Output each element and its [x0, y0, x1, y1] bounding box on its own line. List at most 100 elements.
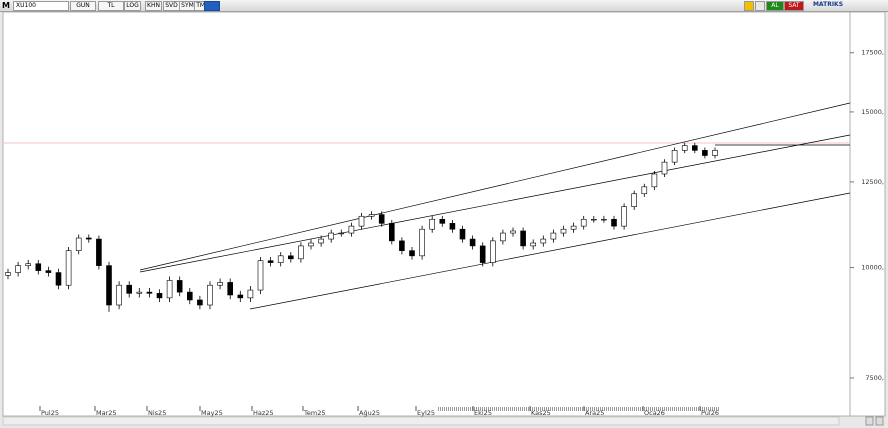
candle-body — [641, 186, 648, 195]
candle-body — [560, 228, 567, 234]
trend-line — [249, 192, 851, 310]
toolbar-button[interactable]: TL — [98, 1, 124, 11]
candle-body — [530, 242, 537, 247]
y-tick-label: 15000, — [861, 108, 884, 116]
candle-body — [459, 228, 466, 240]
candle-body — [146, 291, 153, 294]
candle-body — [429, 218, 436, 230]
candle-body — [328, 232, 335, 240]
candle-body — [691, 145, 698, 151]
candle-body — [106, 265, 112, 306]
candle-body — [298, 245, 304, 260]
trend-line — [139, 134, 851, 273]
candle-body — [510, 230, 516, 234]
candle-body — [358, 215, 365, 227]
candle-body — [378, 214, 385, 224]
x-tick-label: Pul25 — [41, 409, 59, 417]
candle-body — [277, 255, 284, 263]
toolbar-button[interactable]: GUN — [70, 1, 96, 11]
candle-body — [479, 245, 486, 263]
candle-body — [611, 218, 617, 227]
candle-body — [520, 230, 526, 247]
candle-body — [469, 238, 476, 247]
candle-body — [75, 237, 82, 251]
scroll-left[interactable] — [865, 416, 874, 426]
x-tick-label: Mar25 — [96, 409, 117, 417]
trend-line — [139, 102, 851, 271]
candle-body — [671, 150, 678, 163]
app-icon[interactable]: M — [2, 1, 10, 10]
candle-body — [156, 293, 163, 299]
y-tick-label: 12500, — [861, 178, 884, 186]
x-tick-label: Kas25 — [531, 409, 551, 417]
candle-body — [500, 232, 506, 242]
chart: 7500, 10000, 12500, 15000, 17500, Pul25 Mar25 N… — [2, 12, 886, 426]
candle-body — [65, 250, 72, 286]
candle-body — [207, 284, 213, 306]
toolbar-button[interactable]: SVD — [163, 1, 180, 11]
candle-body — [287, 255, 294, 260]
buy-button[interactable]: AL — [766, 1, 784, 11]
candle-body — [237, 294, 244, 299]
symbol-input[interactable]: XU100 — [13, 1, 69, 11]
candle-body — [197, 299, 203, 306]
tool-icon[interactable] — [744, 1, 754, 11]
candle-body — [631, 193, 638, 207]
candle-body — [388, 223, 395, 242]
x-tick-label: Ara25 — [585, 409, 604, 417]
candle-body — [45, 270, 52, 273]
candle-body — [399, 240, 405, 251]
candle-body — [217, 282, 223, 286]
candle-body — [651, 173, 658, 188]
y-tick-label: 7500, — [865, 374, 884, 382]
candle-body — [712, 150, 718, 156]
candle-body — [661, 161, 668, 175]
candle-body — [187, 291, 193, 301]
candle-body — [409, 250, 415, 257]
candle-body — [55, 272, 62, 286]
candle-body — [570, 225, 577, 230]
candle-body — [257, 260, 264, 291]
x-tick-label: Ağu25 — [359, 409, 380, 417]
y-tick-label: 10000, — [861, 264, 884, 272]
brand: MATRIKS — [812, 1, 844, 8]
dropdown[interactable] — [204, 1, 220, 11]
toolbar-button[interactable]: LOG — [124, 1, 141, 11]
x-tick-label: May25 — [201, 409, 223, 417]
x-tick-label: Pul26 — [701, 409, 719, 417]
candle-body — [540, 238, 547, 244]
toolbar: M XU100 GUN TL LOG KHN SVD SYM TMP AL SAT MATR… — [0, 0, 888, 12]
candle-body — [227, 282, 233, 296]
day-ticks — [437, 407, 720, 411]
x-tick-label: Eki25 — [474, 409, 492, 417]
scrollbar[interactable] — [2, 416, 840, 426]
scroll-right[interactable] — [875, 416, 884, 426]
candle-body — [318, 238, 324, 244]
candle-body — [419, 228, 425, 257]
tool-icon[interactable] — [755, 1, 765, 11]
candle-body — [116, 284, 122, 306]
sell-button[interactable]: SAT — [784, 1, 804, 11]
x-tick-label: Oca26 — [644, 409, 665, 417]
candle-body — [166, 280, 173, 299]
plot-frame — [2, 12, 886, 417]
candle-body — [702, 150, 708, 156]
candle-body — [96, 238, 102, 266]
candle-body — [15, 265, 21, 273]
candle-body — [550, 232, 557, 240]
candle-body — [308, 242, 314, 247]
candle-body — [25, 263, 32, 266]
candle-body — [681, 145, 688, 151]
x-tick-label: Nis25 — [148, 409, 166, 417]
x-tick-label: Tem25 — [303, 409, 325, 417]
x-tick-label: Eyl25 — [417, 409, 435, 417]
candle-body — [621, 206, 627, 227]
toolbar-button[interactable]: KHN — [145, 1, 162, 11]
candle-body — [136, 291, 143, 294]
candle-body — [35, 263, 42, 271]
x-tick-label: Haz25 — [253, 409, 274, 417]
candle-body — [489, 240, 496, 263]
candle-body — [176, 280, 183, 293]
candle-body — [368, 214, 375, 217]
